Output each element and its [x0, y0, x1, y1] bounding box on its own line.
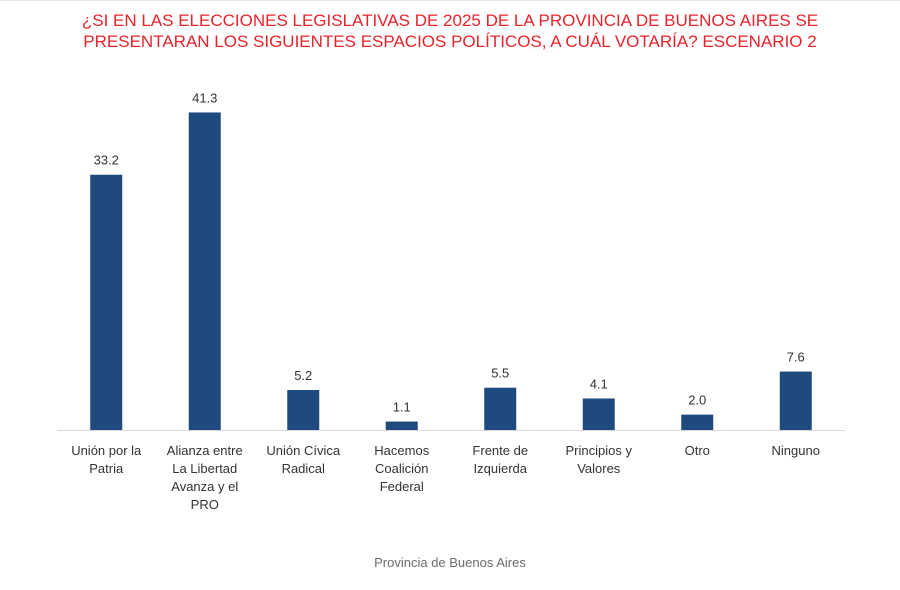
category-label-2-line-4: PRO [191, 497, 219, 512]
category-label-8-line-1: Ninguno [772, 443, 820, 458]
category-label-4-line-2: Coalición [375, 461, 428, 476]
category-label-2-line-2: La Libertad [172, 461, 237, 476]
data-label-2: 41.3 [192, 90, 217, 105]
category-label-5-line-2: Izquierda [474, 461, 528, 476]
bar-6 [582, 398, 615, 430]
category-label-1-line-1: Unión por la [71, 443, 142, 458]
category-label-7-line-1: Otro [685, 443, 710, 458]
category-label-4-line-1: Hacemos [374, 443, 429, 458]
category-label-6-line-2: Valores [577, 461, 621, 476]
bar-5 [484, 387, 517, 430]
chart-title: ¿SI EN LAS ELECCIONES LEGISLATIVAS DE 20… [60, 10, 840, 52]
category-label-3-line-2: Radical [282, 461, 325, 476]
category-label-3-line-1: Unión Cívica [266, 443, 340, 458]
data-label-4: 1.1 [393, 400, 411, 415]
category-label-4-line-3: Federal [380, 479, 424, 494]
chart-title-line-1: ¿SI EN LAS ELECCIONES LEGISLATIVAS DE 20… [81, 11, 819, 30]
bar-2 [188, 112, 221, 431]
top-border [0, 0, 900, 1]
chart-title-line-2: PRESENTARAN LOS SIGUIENTES ESPACIOS POLÍ… [83, 32, 817, 51]
bar-1 [90, 174, 123, 430]
bar-3 [287, 390, 320, 430]
x-axis-title: Provincia de Buenos Aires [374, 555, 526, 570]
category-label-2-line-1: Alianza entre [167, 443, 243, 458]
data-label-3: 5.2 [294, 368, 312, 383]
data-label-6: 4.1 [590, 376, 608, 391]
bar-8 [779, 371, 812, 430]
bar-4 [385, 421, 418, 430]
data-label-8: 7.6 [787, 350, 805, 365]
data-label-1: 33.2 [94, 153, 119, 168]
category-label-6-line-1: Principios y [566, 443, 633, 458]
data-label-5: 5.5 [491, 366, 509, 381]
bar-7 [681, 414, 714, 430]
category-label-2-line-3: Avanza y el [171, 479, 238, 494]
category-label-5-line-1: Frente de [472, 443, 528, 458]
data-label-7: 2.0 [688, 393, 706, 408]
category-label-1-line-2: Patria [89, 461, 124, 476]
